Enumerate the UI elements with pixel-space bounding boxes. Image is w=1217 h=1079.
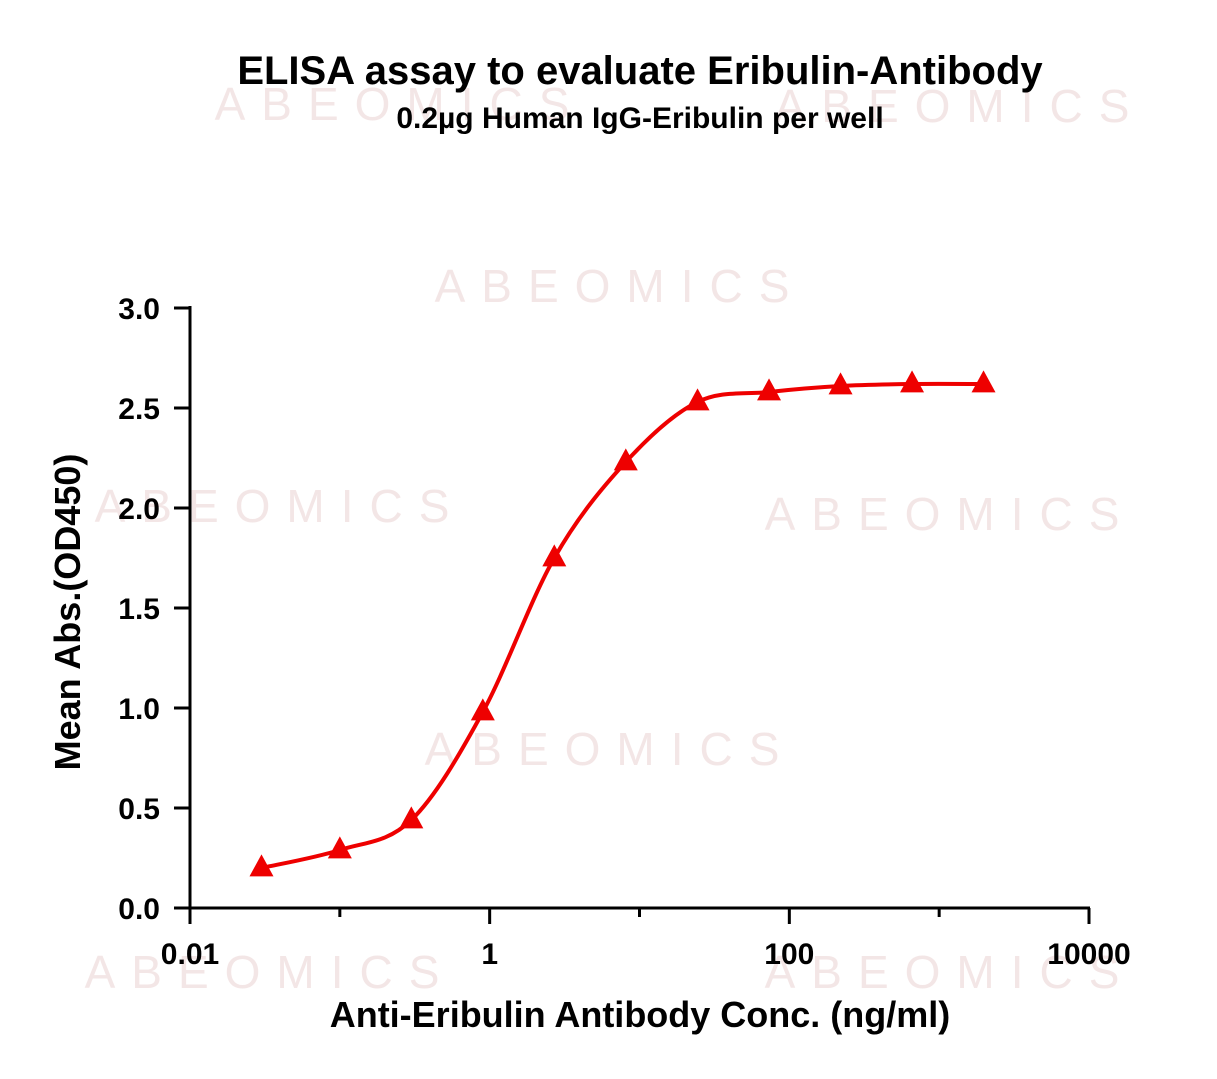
watermark-text: ABEOMICS xyxy=(215,78,586,130)
data-point xyxy=(470,698,495,721)
y-tick-label: 1.5 xyxy=(118,593,160,626)
x-tick-label: 1 xyxy=(481,938,498,971)
x-tick-label: 0.01 xyxy=(161,938,219,971)
watermark-text: ABEOMICS xyxy=(95,480,466,532)
chart-title: ELISA assay to evaluate Eribulin-Antibod… xyxy=(237,49,1043,93)
data-point xyxy=(399,806,424,829)
y-tick-label: 3.0 xyxy=(118,293,160,326)
y-tick-label: 0.5 xyxy=(118,793,160,826)
data-point xyxy=(828,372,853,395)
y-axis-label: Mean Abs.(OD450) xyxy=(47,454,88,771)
y-tick-label: 1.0 xyxy=(118,693,160,726)
watermark-text: ABEOMICS xyxy=(765,488,1136,540)
axes: 0.0 0.5 1.0 1.5 2.0 2.5 3.0 0.01 1 100 10000 xyxy=(118,293,1130,971)
data-point xyxy=(327,836,352,859)
x-tick-label: 10000 xyxy=(1047,938,1130,971)
data-point xyxy=(971,370,996,393)
data-point xyxy=(900,370,925,393)
x-tick-label: 100 xyxy=(764,938,814,971)
data-point xyxy=(249,854,274,877)
y-tick-label: 2.0 xyxy=(118,493,160,526)
data-point xyxy=(685,388,710,411)
watermark-text: ABEOMICS xyxy=(85,946,456,998)
watermark-text: ABEOMICS xyxy=(425,723,796,775)
data-point xyxy=(613,448,638,471)
watermark-text: ABEOMICS xyxy=(765,946,1136,998)
watermark-text: ABEOMICS xyxy=(435,260,806,312)
data-points xyxy=(249,370,996,877)
chart-subtitle: 0.2µg Human IgG-Eribulin per well xyxy=(396,102,883,135)
y-tick-label: 0.0 xyxy=(118,893,160,926)
watermark-text: ABEOMICS xyxy=(775,80,1146,132)
watermarks: ABEOMICS ABEOMICS ABEOMICS ABEOMICS ABEOMICS… xyxy=(85,78,1146,998)
x-axis-label: Anti-Eribulin Antibody Conc. (ng/ml) xyxy=(330,994,951,1035)
data-point xyxy=(542,544,567,567)
y-tick-label: 2.5 xyxy=(118,393,160,426)
data-point xyxy=(757,378,782,401)
